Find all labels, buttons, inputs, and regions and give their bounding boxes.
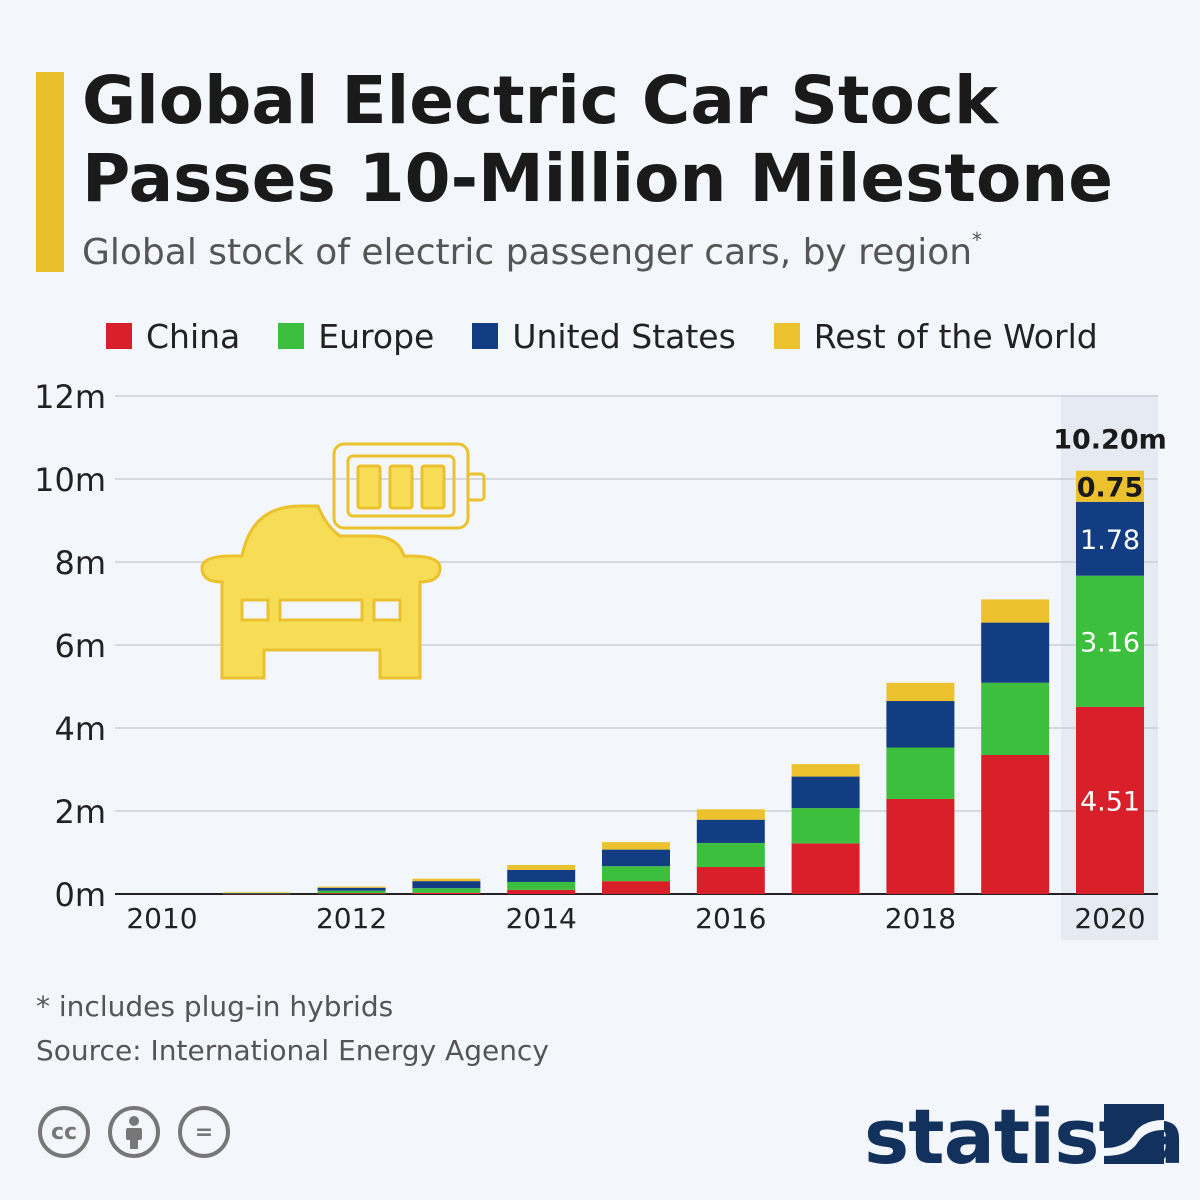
- legend-item-rest-of-world: Rest of the World: [773, 316, 1098, 356]
- x-tick-label: 2010: [126, 902, 197, 935]
- bar-rest-of-the-world-2020: [1076, 470, 1144, 502]
- title-line-1: Global Electric Car Stock: [82, 62, 998, 139]
- bar-rest-of-the-world-2012: [317, 886, 386, 888]
- bar-united-states-2012: [317, 887, 386, 891]
- legend-item-united-states: United States: [472, 316, 736, 356]
- stacked-bar-chart: 0m 2m 4m 6m 8m 10m 12m 2010 2012 2014 2016 2018 202…: [34, 378, 1167, 940]
- bar-united-states-2019: [981, 622, 1050, 683]
- bars: [222, 470, 1144, 895]
- x-axis-ticks: 2010 2012 2014 2016 2018 2020: [126, 902, 1145, 935]
- bar-united-states-2016: [696, 819, 765, 843]
- accent-bar: [36, 72, 64, 272]
- legend-label-china: China: [146, 316, 241, 356]
- bar-china-2020: [1076, 706, 1144, 894]
- bar-united-states-2015: [602, 849, 670, 867]
- bar-rest-of-the-world-2011: [222, 892, 291, 893]
- bar-china-2017: [791, 843, 860, 894]
- bar-china-2012: [317, 893, 386, 894]
- bar-europe-2017: [791, 808, 860, 844]
- x-tick-label: 2016: [695, 902, 766, 935]
- y-tick-label: 8m: [54, 544, 106, 582]
- bar-europe-2012: [317, 890, 386, 894]
- bar-united-states-2014: [507, 869, 576, 882]
- bar-united-states-2013: [412, 881, 481, 889]
- bar-china-2011: [222, 893, 291, 895]
- car-battery-icon: [200, 442, 486, 680]
- y-tick-label: 2m: [54, 793, 106, 831]
- bar-rest-of-the-world-2016: [696, 809, 765, 820]
- bar-china-2019: [981, 754, 1050, 894]
- bar-united-states-2018: [886, 701, 955, 748]
- legend-swatch-united-states: [472, 323, 499, 349]
- legend-label-rest-of-world: Rest of the World: [813, 316, 1098, 356]
- bar-united-states-2020: [1076, 501, 1144, 576]
- bar-europe-2019: [981, 682, 1050, 755]
- data-label-china: 4.51: [1080, 786, 1140, 817]
- bar-china-2016: [696, 867, 765, 894]
- y-tick-label: 0m: [54, 876, 106, 914]
- x-tick-label: 2012: [316, 902, 387, 935]
- subtitle-text: Global stock of electric passenger cars,…: [82, 232, 973, 273]
- data-labels: 4.51 3.16 1.78 0.75 10.20m: [1053, 425, 1167, 818]
- bar-rest-of-the-world-2017: [791, 764, 860, 777]
- bar-europe-2011: [222, 893, 291, 894]
- legend-item-china: China: [106, 317, 240, 356]
- y-axis-ticks: 0m 2m 4m 6m 8m 10m 12m: [34, 378, 106, 914]
- footnote: * includes plug-in hybrids: [36, 990, 394, 1023]
- bar-united-states-2011: [222, 892, 291, 894]
- no-derivatives-icon[interactable]: =: [178, 1106, 230, 1158]
- source: Source: International Energy Agency: [36, 1034, 549, 1067]
- y-tick-label: 10m: [34, 461, 106, 499]
- bar-europe-2016: [696, 842, 765, 868]
- attribution-icon[interactable]: [108, 1106, 160, 1158]
- bar-europe-2015: [602, 866, 670, 882]
- legend: China Europe United States Rest of the W…: [106, 316, 1136, 356]
- bar-china-2014: [507, 889, 576, 894]
- y-tick-label: 6m: [54, 627, 106, 665]
- bar-china-2013: [412, 892, 481, 894]
- bar-china-2018: [886, 798, 955, 894]
- data-label-europe: 3.16: [1080, 627, 1140, 658]
- legend-item-europe: Europe: [278, 317, 434, 356]
- chart-subtitle: Global stock of electric passenger cars,…: [82, 228, 982, 273]
- legend-label-europe: Europe: [318, 316, 435, 356]
- x-tick-label: 2018: [885, 902, 956, 935]
- bar-rest-of-the-world-2013: [412, 878, 481, 882]
- bar-rest-of-the-world-2018: [886, 682, 955, 702]
- data-label-united-states: 1.78: [1080, 525, 1140, 556]
- bar-rest-of-the-world-2015: [602, 842, 670, 850]
- bar-europe-2013: [412, 888, 481, 893]
- legend-swatch-europe: [278, 323, 305, 349]
- data-label-rest-of-the-world: 0.75: [1077, 472, 1144, 503]
- bar-china-2015: [602, 881, 670, 894]
- legend-swatch-china: [106, 323, 132, 349]
- bar-rest-of-the-world-2019: [981, 599, 1050, 623]
- bar-europe-2018: [886, 747, 955, 799]
- y-tick-label: 4m: [54, 710, 106, 748]
- y-tick-label: 12m: [34, 378, 106, 416]
- x-tick-label: 2014: [506, 902, 577, 935]
- bar-europe-2014: [507, 881, 576, 890]
- bar-rest-of-the-world-2014: [507, 864, 576, 870]
- x-tick-label: 2020: [1074, 902, 1145, 935]
- bar-europe-2020: [1076, 575, 1144, 707]
- legend-swatch-rest-of-world: [773, 323, 800, 349]
- license-icons: cc =: [38, 1106, 248, 1158]
- cc-icon[interactable]: cc: [38, 1106, 90, 1158]
- title-line-2: Passes 10-Million Milestone: [82, 140, 1114, 217]
- data-label-total: 10.20m: [1053, 425, 1167, 456]
- subtitle-footnote-marker: *: [972, 228, 983, 252]
- legend-label-united-states: United States: [512, 316, 736, 356]
- chart-title: Global Electric Car Stock Passes 10-Mill…: [82, 62, 1162, 218]
- bar-united-states-2017: [791, 776, 860, 809]
- statista-logo-icon: [1104, 1104, 1164, 1164]
